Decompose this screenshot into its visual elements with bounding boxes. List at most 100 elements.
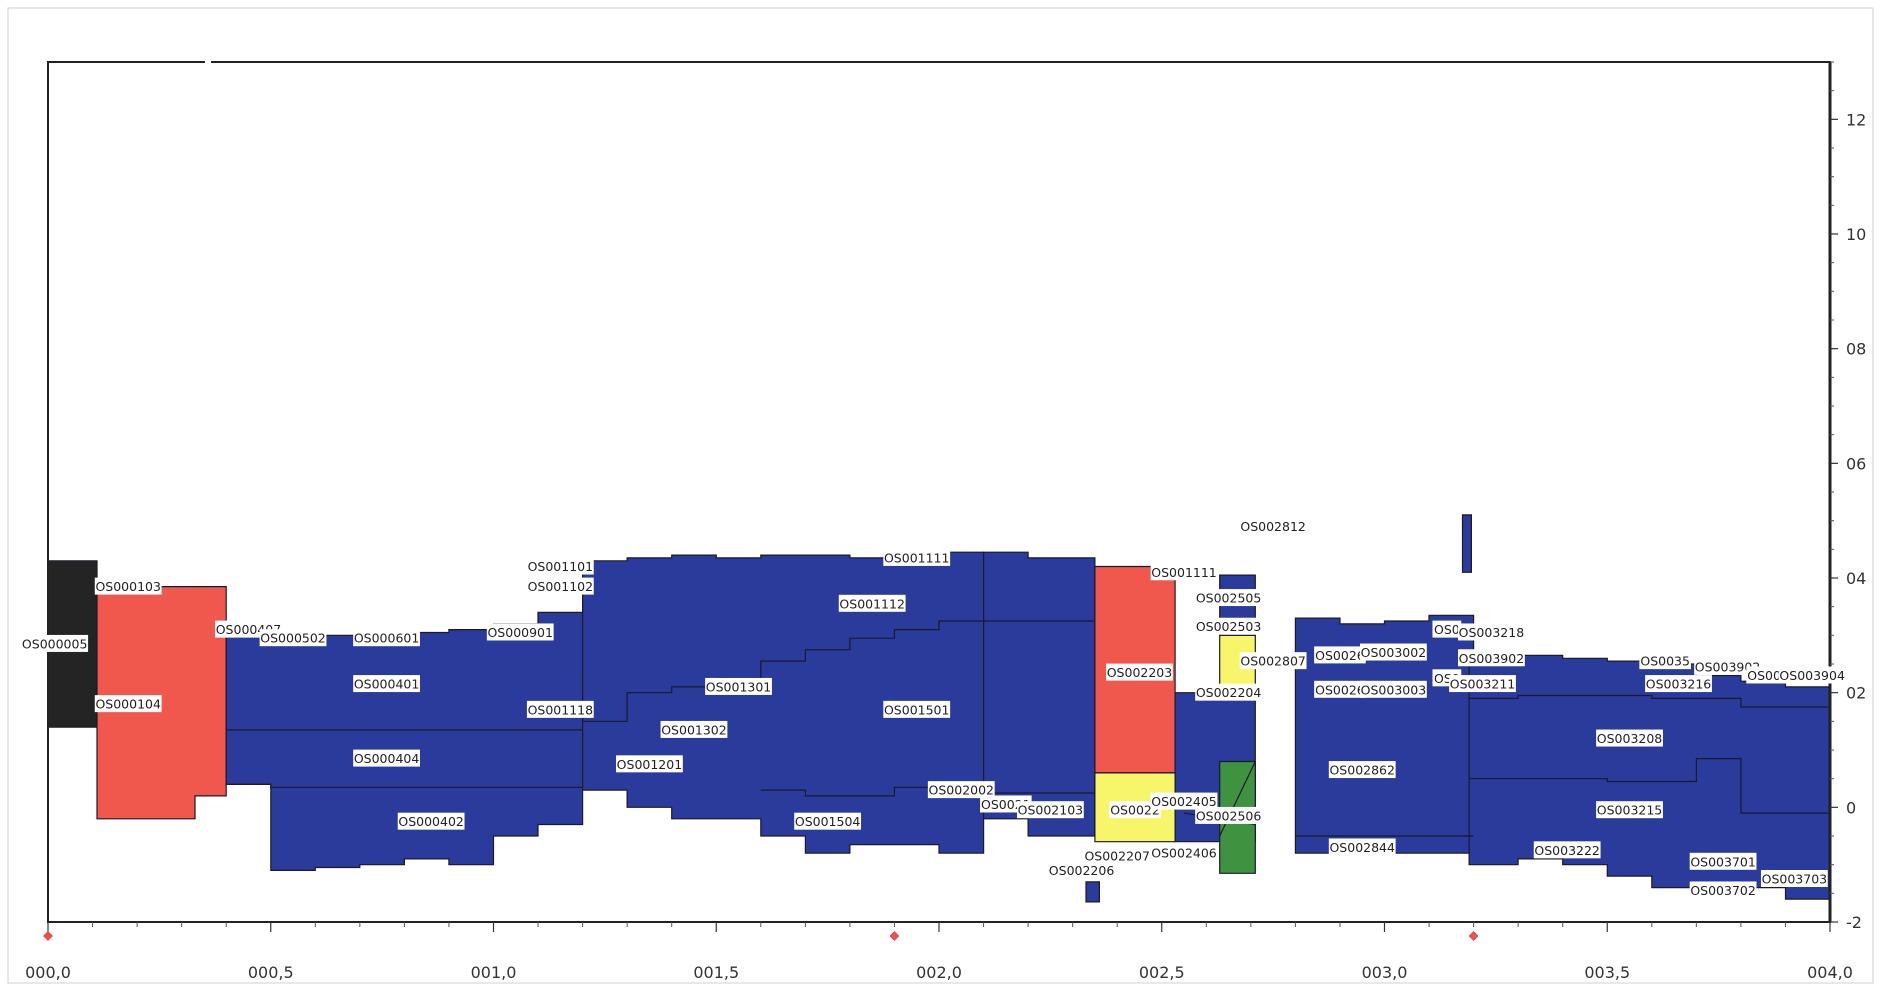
segment-label-text: OS002812 <box>1240 519 1306 534</box>
segment-label-text: OS002405 <box>1151 794 1217 809</box>
segment-label-text: OS002206 <box>1049 863 1115 878</box>
division-line <box>226 783 583 788</box>
segment-label: OS001111 <box>883 548 951 566</box>
segment-label: OS002103 <box>1016 801 1084 819</box>
segment-label-text: OS000901 <box>487 625 553 640</box>
y-tick-label: -2 <box>1846 913 1862 932</box>
segment-label: OS003002 <box>1360 643 1427 661</box>
y-tick-label: 10 <box>1846 225 1866 244</box>
segment-label-text: OS0026 <box>1315 648 1365 663</box>
x-tick-label: 000,0 <box>25 963 71 982</box>
segment-label: OS002503 <box>1195 617 1262 635</box>
segment-label-text: OS003222 <box>1534 843 1600 858</box>
segment-label: OS001101 <box>526 557 594 575</box>
segment-label-text: OS003215 <box>1597 803 1663 818</box>
segment-label: OS003701 <box>1689 852 1757 870</box>
segment-label-bg <box>1150 844 1218 862</box>
segment-label-bg <box>883 700 951 718</box>
segment-label-bg <box>838 594 906 612</box>
segment-label: OS0026 <box>1314 680 1366 698</box>
segment-label-text: OS002807 <box>1240 654 1306 669</box>
segment-label: OS003218 <box>1458 623 1525 641</box>
segment-label-text: OS003902 <box>1695 659 1761 674</box>
segment-blue <box>225 611 584 871</box>
segment-label: OS003003 <box>1360 680 1427 698</box>
segment-blue <box>1461 514 1472 573</box>
segment-label-bg <box>1195 617 1262 635</box>
segment-label-bg <box>1760 870 1828 887</box>
segment-label-bg <box>1239 652 1307 670</box>
segment-label: OS000401 <box>353 675 420 693</box>
segment-label: OS002207 <box>1083 847 1151 865</box>
segment-label-text: OS002204 <box>1196 685 1262 700</box>
segment-label-text: OS002203 <box>1107 665 1173 680</box>
segment-label: OS003211 <box>1449 675 1516 693</box>
segment-label: OS000404 <box>353 749 420 767</box>
segment-label-text: OS002505 <box>1196 591 1262 606</box>
segment-label-text: OS002506 <box>1196 808 1262 823</box>
segment-label-text: OS0026 <box>1315 682 1365 697</box>
segment-label-bg <box>1150 563 1218 581</box>
segment-label: OS001302 <box>660 720 728 738</box>
segment-label-text: OS002103 <box>1018 803 1084 818</box>
segment-label: OS001111 <box>1150 563 1218 581</box>
outer-border <box>7 7 1874 984</box>
axes-layer: -2 0 02 04 06 08 10 12 000,0 000,5 001,0 001,5 002,0… <box>7 7 1874 984</box>
segment-label-text: OS002002 <box>929 783 995 798</box>
segment-label-bg <box>1083 847 1151 865</box>
segment-label-bg <box>1360 643 1427 661</box>
segment-label-bg <box>660 720 728 738</box>
segment-label-text: OS0 <box>1434 622 1460 637</box>
y-tick-label: 02 <box>1846 684 1866 703</box>
x-tick-label: 004,0 <box>1807 963 1853 982</box>
border-gap <box>205 59 211 65</box>
segment-label-bg <box>1314 646 1366 664</box>
segment-label-bg <box>1432 620 1462 638</box>
segment-label-text: OS002844 <box>1329 840 1395 855</box>
segment-label-bg <box>883 548 951 566</box>
segment-label-bg <box>1449 675 1516 693</box>
segment-label-text: OS000502 <box>260 631 326 646</box>
segment-label: OS003702 <box>1689 881 1757 899</box>
segment-label-bg <box>1048 861 1115 879</box>
y-tick-label: 12 <box>1846 110 1866 129</box>
segment-label-text: OS001201 <box>617 757 683 772</box>
segment-label-bg <box>21 634 89 652</box>
segment-label-text: OS001301 <box>706 679 772 694</box>
x-tick-label: 002,0 <box>916 963 962 982</box>
segment-label-text: OS001102 <box>528 579 594 594</box>
segment-label: OS002002 <box>927 781 995 799</box>
segment-label-text: OS001504 <box>795 814 861 829</box>
segment-label-bg <box>1596 801 1663 819</box>
segment-label-text: OS003703 <box>1762 872 1828 887</box>
segment-label: OS002406 <box>1150 844 1218 862</box>
segment-label-bg <box>1360 680 1427 698</box>
division-line <box>1469 758 1830 814</box>
segment-label-bg <box>1328 838 1396 856</box>
segment-label-bg <box>1150 792 1218 810</box>
segment-label-bg <box>353 749 420 767</box>
segment-label-bg <box>1109 801 1161 819</box>
y-tick-label: 04 <box>1846 569 1866 588</box>
position-marker <box>889 931 900 941</box>
segment-label: OS001301 <box>705 677 772 695</box>
segment-label-text: OS000404 <box>354 751 420 766</box>
segment-label-bg <box>1639 652 1691 670</box>
segment-label: OS000502 <box>259 629 327 647</box>
segment-label: OS001102 <box>526 577 594 595</box>
segment-label: OS002505 <box>1195 589 1262 607</box>
segment-label-text: OS000601 <box>354 631 420 646</box>
segment-label: OS002844 <box>1328 838 1396 856</box>
x-tick-label: 001,0 <box>471 963 517 982</box>
segment-label: OS000104 <box>94 695 162 713</box>
x-tick-label: 003,5 <box>1584 963 1630 982</box>
segment-label-bg <box>616 755 683 773</box>
segment-label-bg <box>1694 657 1761 675</box>
segment-label: OS003208 <box>1596 729 1663 747</box>
segment-label: OS001501 <box>883 700 951 718</box>
segment-label-bg <box>1328 761 1396 779</box>
segment-label-text: OS002207 <box>1084 849 1150 864</box>
segment-label-bg <box>1458 623 1525 641</box>
segment-label-text: OS0022 <box>1110 803 1160 818</box>
